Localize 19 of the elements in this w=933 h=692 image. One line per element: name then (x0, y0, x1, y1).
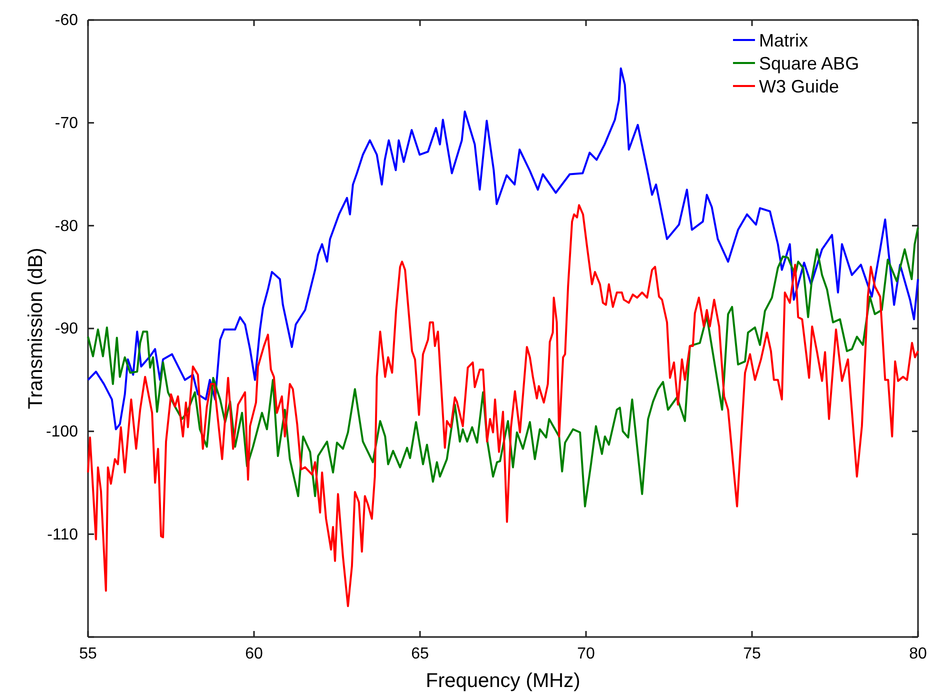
y-tick-label: -90 (54, 320, 78, 338)
y-tick-label: -80 (54, 218, 78, 235)
line-series (87, 226, 919, 508)
x-tick-label: 55 (79, 645, 97, 662)
legend-label: W3 Guide (759, 76, 840, 96)
x-tick-label: 70 (577, 645, 595, 662)
x-axis-title: Frequency (MHz) (426, 670, 580, 692)
y-tick-label: -60 (54, 12, 78, 30)
y-tick-label: -110 (47, 526, 78, 544)
x-tick-label: 75 (743, 645, 761, 662)
y-tick-label: -70 (54, 114, 78, 132)
x-tick-label: 65 (411, 645, 429, 662)
legend-label: Square ABG (759, 53, 860, 74)
x-tick-label: 80 (909, 645, 927, 662)
legend-label: Matrix (759, 30, 808, 50)
x-tick-label: 60 (245, 645, 263, 662)
line-series (87, 204, 919, 608)
y-axis-title: Transmission (dB) (25, 248, 47, 410)
y-tick-label: -100 (46, 423, 78, 440)
